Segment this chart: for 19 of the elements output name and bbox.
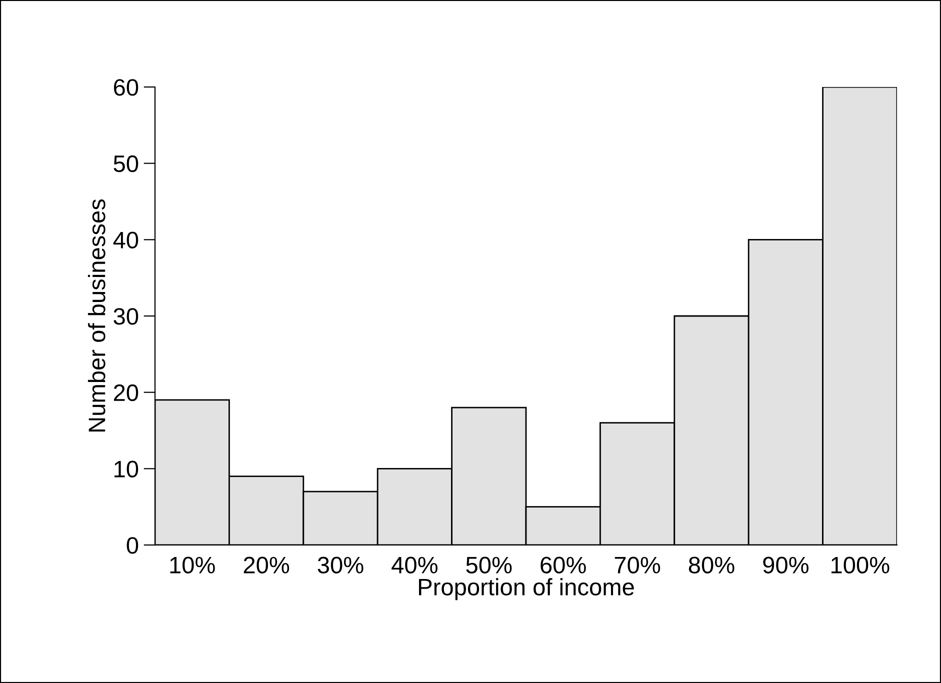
- y-tick-label: 10: [114, 460, 138, 478]
- x-tick-label: 40%: [392, 556, 438, 574]
- x-tick-label: 60%: [540, 556, 586, 574]
- y-tick-label: 20: [114, 384, 138, 402]
- x-axis-title: Proportion of income: [419, 578, 634, 600]
- x-tick-label: 100%: [832, 556, 890, 574]
- y-tick-label: 0: [126, 537, 138, 554]
- x-tick-label: 20%: [244, 556, 290, 574]
- y-axis-title: Number of businesses: [88, 199, 106, 432]
- x-tick-label: 80%: [688, 556, 734, 574]
- y-tick-label: 50: [114, 155, 138, 172]
- y-tick-label: 60: [114, 79, 138, 96]
- x-tick-label: 90%: [763, 556, 808, 574]
- y-tick-label: 30: [114, 308, 138, 325]
- x-tick-label: 50%: [466, 556, 512, 574]
- x-tick-label: 30%: [318, 556, 364, 574]
- y-tick-label: 40: [113, 232, 138, 248]
- x-tick-label: 10%: [170, 556, 215, 574]
- x-tick-label: 70%: [614, 556, 660, 574]
